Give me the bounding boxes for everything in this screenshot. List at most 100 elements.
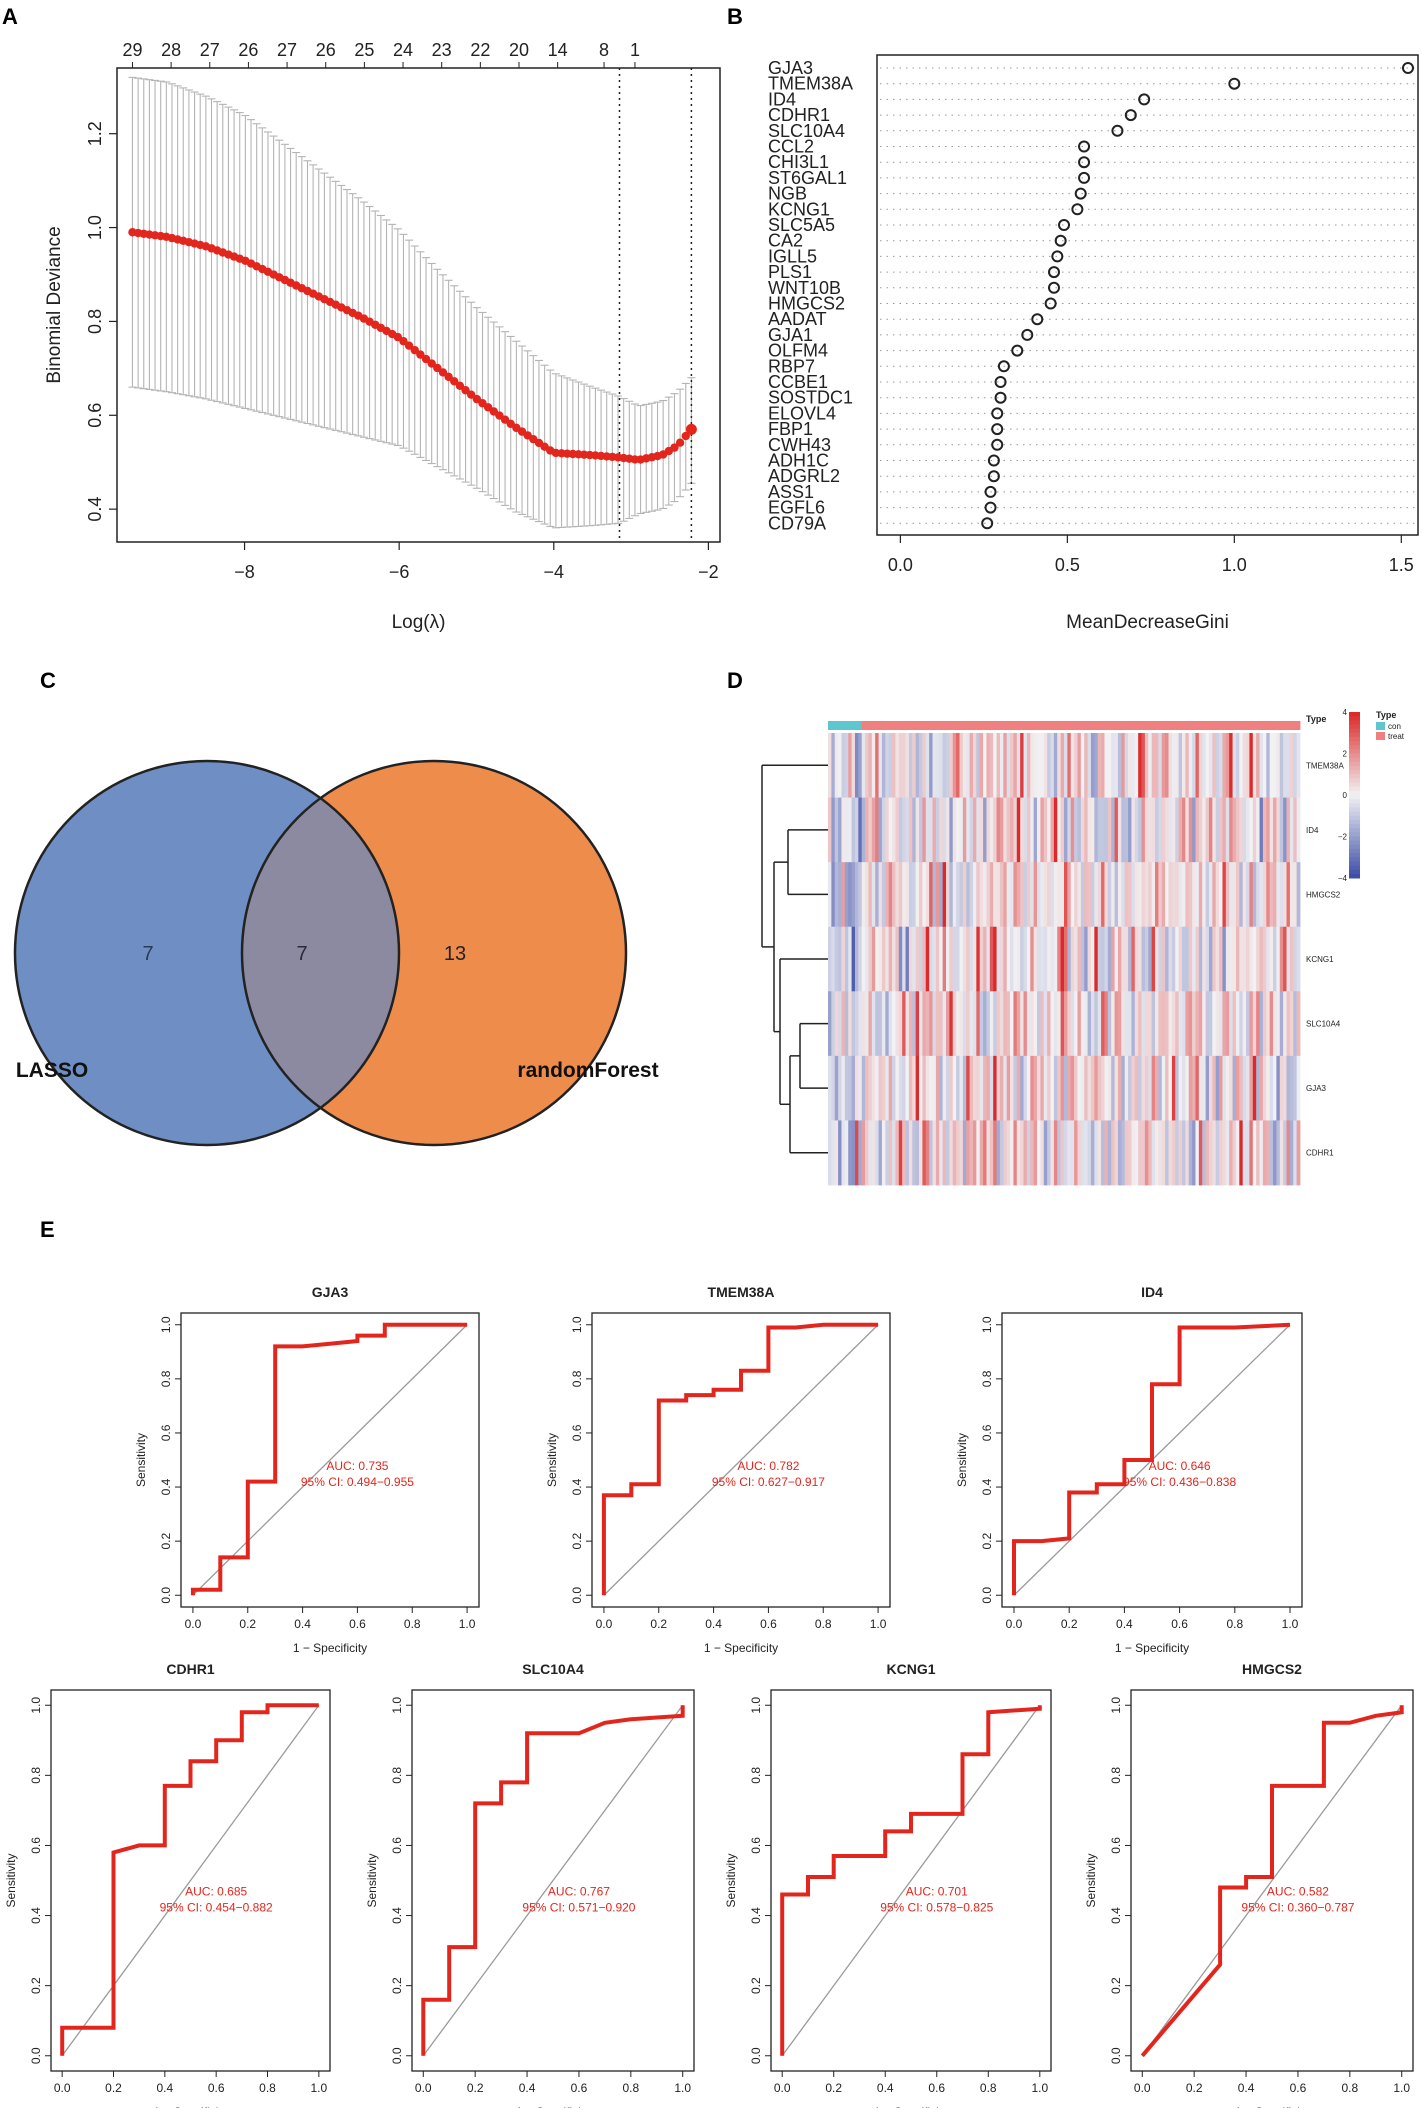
heatmap-cell	[838, 1055, 842, 1121]
heatmap-cell	[838, 862, 842, 928]
heatmap-cell	[908, 1120, 913, 1186]
cv-mean-point	[399, 337, 408, 346]
heatmap-cell	[946, 1055, 950, 1121]
heatmap-cell	[1182, 926, 1186, 992]
annotation-cell	[1067, 721, 1072, 730]
panel-label-c: C	[40, 668, 56, 693]
heatmap-cell	[1104, 1120, 1109, 1186]
heatmap-cell	[1097, 926, 1102, 992]
heatmap-cell	[861, 1120, 866, 1186]
heatmap-cell	[841, 862, 846, 928]
heatmap-cell	[1134, 1120, 1139, 1186]
heatmap-cell	[1222, 1055, 1227, 1121]
heatmap-cell	[915, 1055, 920, 1121]
heatmap-cell	[1208, 1055, 1213, 1121]
auc-label: AUC: 0.582	[1267, 1885, 1329, 1899]
color-scale-label: 0	[1343, 791, 1348, 800]
heatmap-cell	[986, 797, 991, 863]
annotation-cell	[1205, 721, 1210, 730]
heatmap-cell	[919, 926, 923, 992]
x-tick-label: 1.5	[1389, 555, 1414, 575]
heatmap-cell	[1283, 862, 1287, 928]
heatmap-cell	[1269, 991, 1274, 1057]
x-tick-label: 0.6	[1290, 2081, 1307, 2095]
heatmap-cell	[851, 862, 856, 928]
heatmap-cell	[996, 926, 1001, 992]
gene-label: IGLL5	[768, 246, 817, 266]
heatmap-cell	[1175, 1120, 1180, 1186]
gene-label: OLFM4	[768, 341, 828, 361]
y-tick-label: 0.4	[159, 1478, 173, 1495]
panel-label-e: E	[40, 1217, 55, 1242]
heatmap-cell	[956, 733, 960, 798]
y-tick-label: 0.8	[1109, 1767, 1123, 1784]
color-scale-segment	[1349, 811, 1360, 817]
y-tick-label: 0.4	[390, 1907, 404, 1924]
heatmap-cell	[1043, 862, 1048, 928]
heatmap-cell	[831, 797, 836, 863]
heatmap-cell	[989, 926, 994, 992]
plot-frame	[116, 67, 721, 543]
heatmap-cell	[1286, 797, 1291, 863]
x-tick-label: 0.6	[760, 1617, 777, 1631]
heatmap-cell	[1090, 733, 1095, 798]
heatmap-cell	[875, 926, 879, 992]
heatmap-cell	[885, 862, 890, 928]
heatmap-cell	[834, 1055, 839, 1121]
heatmap-cell	[1010, 1120, 1014, 1186]
heatmap-cell	[1235, 733, 1240, 798]
heatmap-cell	[1040, 991, 1045, 1057]
color-scale-segment	[1349, 873, 1360, 879]
color-scale-segment	[1349, 741, 1360, 746]
annotation-cell	[929, 721, 933, 730]
y-tick-label: 0.0	[29, 2047, 43, 2064]
x-tick-label: 1.0	[1282, 1617, 1299, 1631]
heatmap-cell	[1074, 991, 1078, 1057]
heatmap-cell	[1239, 1055, 1244, 1121]
heatmap-cell	[993, 926, 997, 992]
heatmap-cell	[1205, 797, 1210, 863]
annotation-cell	[1114, 721, 1119, 730]
y-tick-label: 1.0	[570, 1316, 584, 1333]
annotation-cell	[1084, 721, 1088, 730]
gene-label: CD79A	[768, 513, 826, 533]
heatmap-cell	[1060, 1055, 1065, 1121]
heatmap-cell	[1114, 862, 1119, 928]
top-tick-label: 29	[122, 40, 142, 60]
heatmap-cell	[1080, 797, 1085, 863]
color-scale-label: −4	[1338, 874, 1348, 883]
y-tick-label: 0.8	[29, 1767, 43, 1784]
heatmap-cell	[1043, 1120, 1048, 1186]
heatmap-cell	[1175, 797, 1180, 863]
heatmap-cell	[1013, 797, 1018, 863]
heatmap-cell	[1232, 926, 1237, 992]
venn-outline-randomforest	[240, 759, 628, 1147]
heatmap-cell	[979, 1055, 984, 1121]
heatmap-cell	[1097, 733, 1102, 798]
heatmap-cell	[885, 1055, 890, 1121]
auc-label: AUC: 0.646	[1149, 1459, 1211, 1473]
heatmap-cell	[1077, 733, 1082, 798]
heatmap-cell	[989, 733, 994, 798]
heatmap-cell	[1134, 862, 1139, 928]
top-tick-label: 27	[200, 40, 220, 60]
heatmap-cell	[1293, 926, 1298, 992]
heatmap-cell	[1070, 1055, 1075, 1121]
x-tick-label: 0.5	[1055, 555, 1080, 575]
heatmap-cell	[1064, 1055, 1068, 1121]
gene-label: PLS1	[768, 262, 812, 282]
x-tick-label: 0.2	[1186, 2081, 1203, 2095]
heatmap-cell	[1003, 1055, 1008, 1121]
heatmap-cell	[828, 1055, 832, 1121]
heatmap-cell	[871, 862, 876, 928]
heatmap-cell	[972, 733, 977, 798]
heatmap-cell	[1195, 733, 1200, 798]
heatmap-cell	[1090, 926, 1095, 992]
heatmap-cell	[898, 797, 903, 863]
annotation-cell	[892, 721, 896, 730]
heatmap-cell	[1141, 1055, 1146, 1121]
heatmap-cell	[1252, 797, 1257, 863]
heatmap-cell	[888, 862, 893, 928]
heatmap-cell	[1111, 991, 1115, 1057]
heatmap-cell	[1037, 1055, 1041, 1121]
